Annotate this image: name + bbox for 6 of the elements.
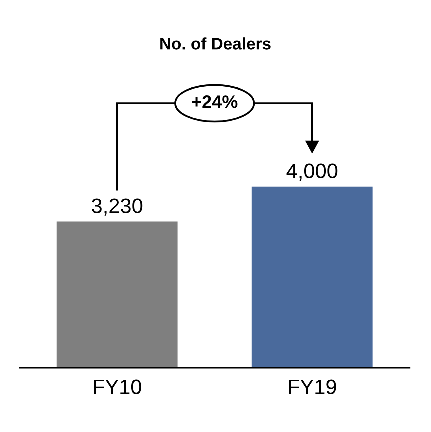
data-label: 3,230 bbox=[92, 198, 143, 216]
x-tick-label: FY10 bbox=[94, 380, 142, 394]
data-label: 4,000 bbox=[286, 164, 338, 182]
chart-title: No. of Dealers bbox=[160, 38, 271, 50]
text: +24% bbox=[192, 96, 238, 108]
x-tick-label: FY19 bbox=[289, 380, 336, 394]
